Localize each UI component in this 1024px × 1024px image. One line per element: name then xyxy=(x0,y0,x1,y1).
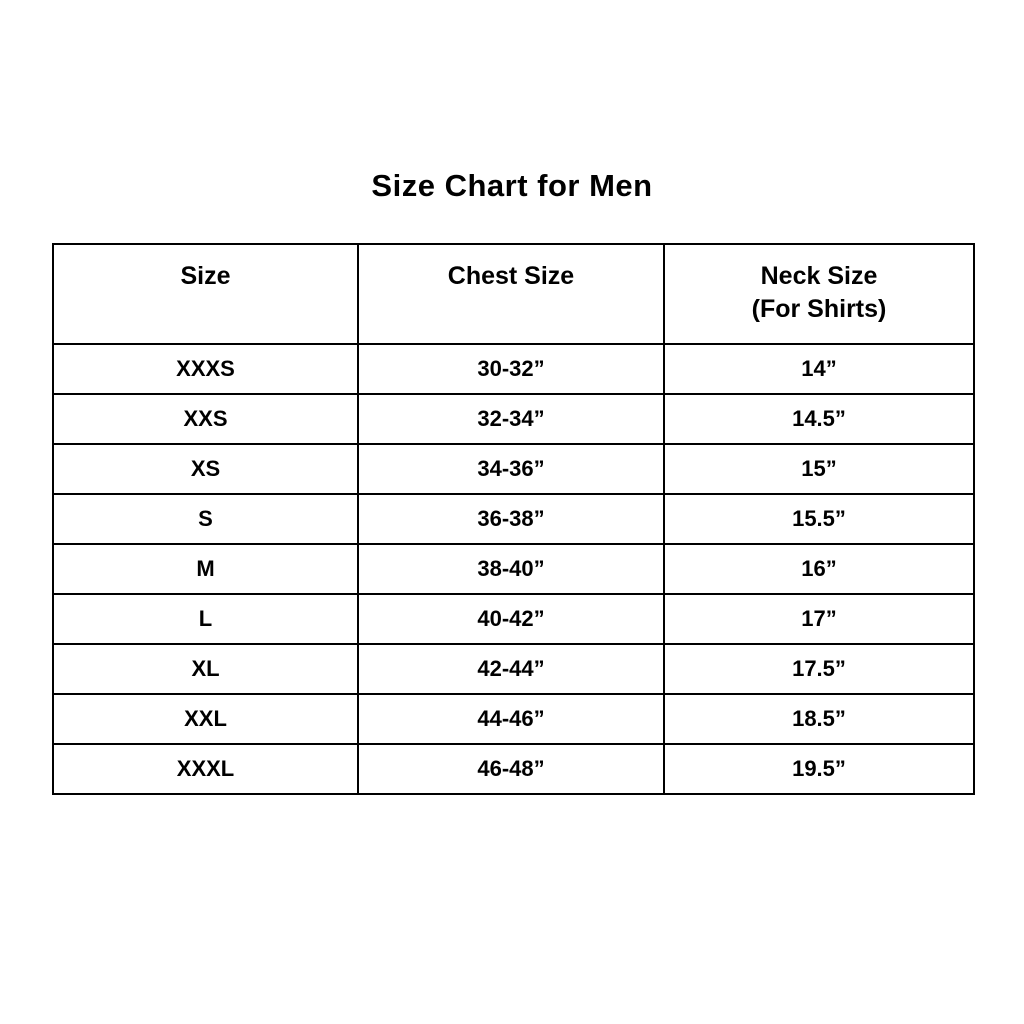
cell-size: S xyxy=(52,493,359,545)
header-cell-size: Size xyxy=(52,243,359,345)
cell-chest-size: 34-36” xyxy=(357,443,665,495)
size-chart-table: Size Chest Size Neck Size (For Shirts) X… xyxy=(52,243,975,795)
header-chest-label: Chest Size xyxy=(447,262,575,290)
cell-chest-size: 32-34” xyxy=(357,393,665,445)
cell-neck-size: 15” xyxy=(663,443,975,495)
header-neck-label-line2: (For Shirts) xyxy=(751,295,887,323)
table-row: L 40-42” 17” xyxy=(52,593,975,645)
cell-size: XXXL xyxy=(52,743,359,795)
header-size-label: Size xyxy=(180,262,231,290)
cell-chest-size: 36-38” xyxy=(357,493,665,545)
header-cell-chest-size: Chest Size xyxy=(357,243,665,345)
cell-size: L xyxy=(52,593,359,645)
cell-neck-size: 19.5” xyxy=(663,743,975,795)
cell-chest-size: 42-44” xyxy=(357,643,665,695)
table-row: XL 42-44” 17.5” xyxy=(52,643,975,695)
table-row: XXXL 46-48” 19.5” xyxy=(52,743,975,795)
cell-chest-size: 46-48” xyxy=(357,743,665,795)
cell-chest-size: 38-40” xyxy=(357,543,665,595)
cell-neck-size: 17” xyxy=(663,593,975,645)
cell-neck-size: 14.5” xyxy=(663,393,975,445)
cell-size: XL xyxy=(52,643,359,695)
table-row: XXXS 30-32” 14” xyxy=(52,343,975,395)
cell-size: XXL xyxy=(52,693,359,745)
cell-neck-size: 15.5” xyxy=(663,493,975,545)
table-row: XXS 32-34” 14.5” xyxy=(52,393,975,445)
cell-size: M xyxy=(52,543,359,595)
table-row: M 38-40” 16” xyxy=(52,543,975,595)
cell-size: XXXS xyxy=(52,343,359,395)
table-row: XXL 44-46” 18.5” xyxy=(52,693,975,745)
header-cell-neck-size: Neck Size (For Shirts) xyxy=(663,243,975,345)
table-row: S 36-38” 15.5” xyxy=(52,493,975,545)
cell-neck-size: 18.5” xyxy=(663,693,975,745)
cell-size: XS xyxy=(52,443,359,495)
cell-size: XXS xyxy=(52,393,359,445)
header-neck-label-line1: Neck Size xyxy=(760,262,878,290)
cell-chest-size: 44-46” xyxy=(357,693,665,745)
cell-neck-size: 16” xyxy=(663,543,975,595)
cell-neck-size: 17.5” xyxy=(663,643,975,695)
cell-chest-size: 30-32” xyxy=(357,343,665,395)
cell-chest-size: 40-42” xyxy=(357,593,665,645)
page-title: Size Chart for Men xyxy=(371,168,653,203)
table-row: XS 34-36” 15” xyxy=(52,443,975,495)
cell-neck-size: 14” xyxy=(663,343,975,395)
table-header-row: Size Chest Size Neck Size (For Shirts) xyxy=(52,243,975,345)
